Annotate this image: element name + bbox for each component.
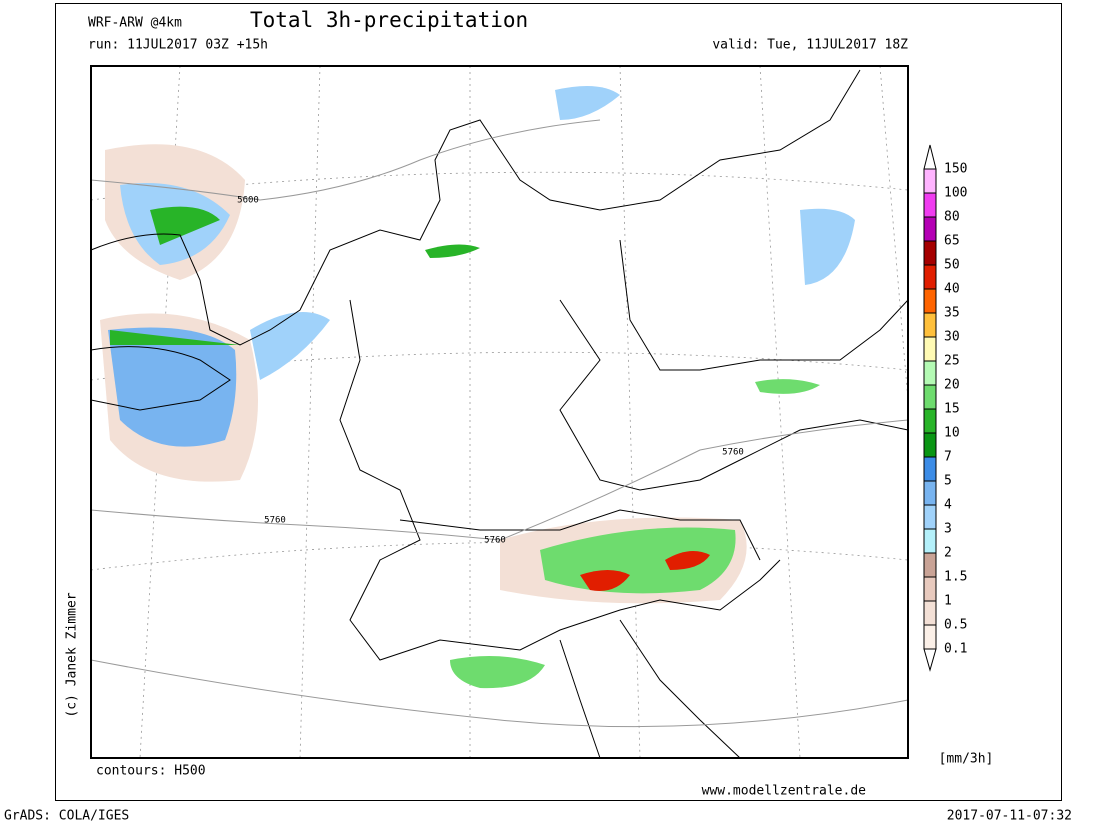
- colorbar-label: 50: [944, 258, 960, 273]
- colorbar-label: 4: [944, 498, 952, 513]
- colorbar-label: 1.5: [944, 570, 967, 585]
- colorbar-box: [923, 168, 937, 194]
- contour-label: 5760: [264, 516, 286, 526]
- website: www.modellzentrale.de: [702, 784, 867, 799]
- map-title: Total 3h-precipitation: [250, 8, 528, 32]
- colorbar-box: [923, 384, 937, 410]
- colorbar-box: [923, 312, 937, 338]
- timestamp: 2017-07-11-07:32: [947, 809, 1072, 824]
- colorbar-box: [923, 480, 937, 506]
- colorbar-label: 100: [944, 186, 967, 201]
- colorbar-box: [923, 336, 937, 362]
- run-label: run: 11JUL2017 03Z +15h: [88, 38, 268, 53]
- colorbar-box: [923, 576, 937, 602]
- colorbar-label: 0.5: [944, 618, 967, 633]
- colorbar-label: 80: [944, 210, 960, 225]
- colorbar-end: [923, 144, 937, 170]
- map-frame: [90, 65, 909, 759]
- valid-label: valid: Tue, 11JUL2017 18Z: [712, 38, 908, 53]
- graticule: [90, 65, 909, 759]
- colorbar-label: 15: [944, 402, 960, 417]
- colorbar-label: 5: [944, 474, 952, 489]
- colorbar-box: [923, 288, 937, 314]
- colorbar-label: 0.1: [944, 642, 967, 657]
- colorbar-label: 1: [944, 594, 952, 609]
- colorbar-label: 150: [944, 162, 967, 177]
- colorbar-box: [923, 216, 937, 242]
- precipitation: [100, 86, 855, 689]
- colorbar-box: [923, 624, 937, 650]
- colorbar-box: [923, 240, 937, 266]
- copyright: (c) Janek Zimmer: [65, 592, 80, 717]
- colorbar-box: [923, 552, 937, 578]
- colorbar-label: 25: [944, 354, 960, 369]
- colorbar-label: 40: [944, 282, 960, 297]
- colorbar-label: 20: [944, 378, 960, 393]
- model-label: WRF-ARW @4km: [88, 16, 182, 31]
- map-area: 5600 5760 5760 5760: [90, 65, 909, 759]
- colorbar-label: 30: [944, 330, 960, 345]
- software-credit: GrADS: COLA/IGES: [4, 809, 129, 824]
- colorbar-label: 35: [944, 306, 960, 321]
- colorbar-box: [923, 264, 937, 290]
- colorbar-end: [923, 648, 937, 672]
- colorbar-box: [923, 408, 937, 434]
- contour-label: 5760: [722, 448, 744, 458]
- colorbar-box: [923, 432, 937, 458]
- colorbar-box: [923, 360, 937, 386]
- contours-note: contours: H500: [96, 764, 206, 779]
- outer-frame: [55, 3, 1062, 801]
- colorbar-label: 7: [944, 450, 952, 465]
- colorbar-box: [923, 504, 937, 530]
- colorbar-box: [923, 528, 937, 554]
- colorbar-label: 2: [944, 546, 952, 561]
- colorbar-box: [923, 456, 937, 482]
- colorbar-box: [923, 192, 937, 218]
- contour-label: 5600: [237, 196, 259, 206]
- colorbar-label: 10: [944, 426, 960, 441]
- contour-label: 5760: [484, 536, 506, 546]
- legend-unit: [mm/3h]: [939, 752, 994, 767]
- colorbar-box: [923, 600, 937, 626]
- h500-contours: [90, 119, 909, 728]
- colorbar-label: 65: [944, 234, 960, 249]
- colorbar-label: 3: [944, 522, 952, 537]
- colorbar: 0.1 0.5 1 1.5 2 3 4 5 7 10 15 20 25 30 35 40 50 65 80 100 15…: [923, 144, 967, 672]
- coastlines-and-borders: [90, 69, 909, 759]
